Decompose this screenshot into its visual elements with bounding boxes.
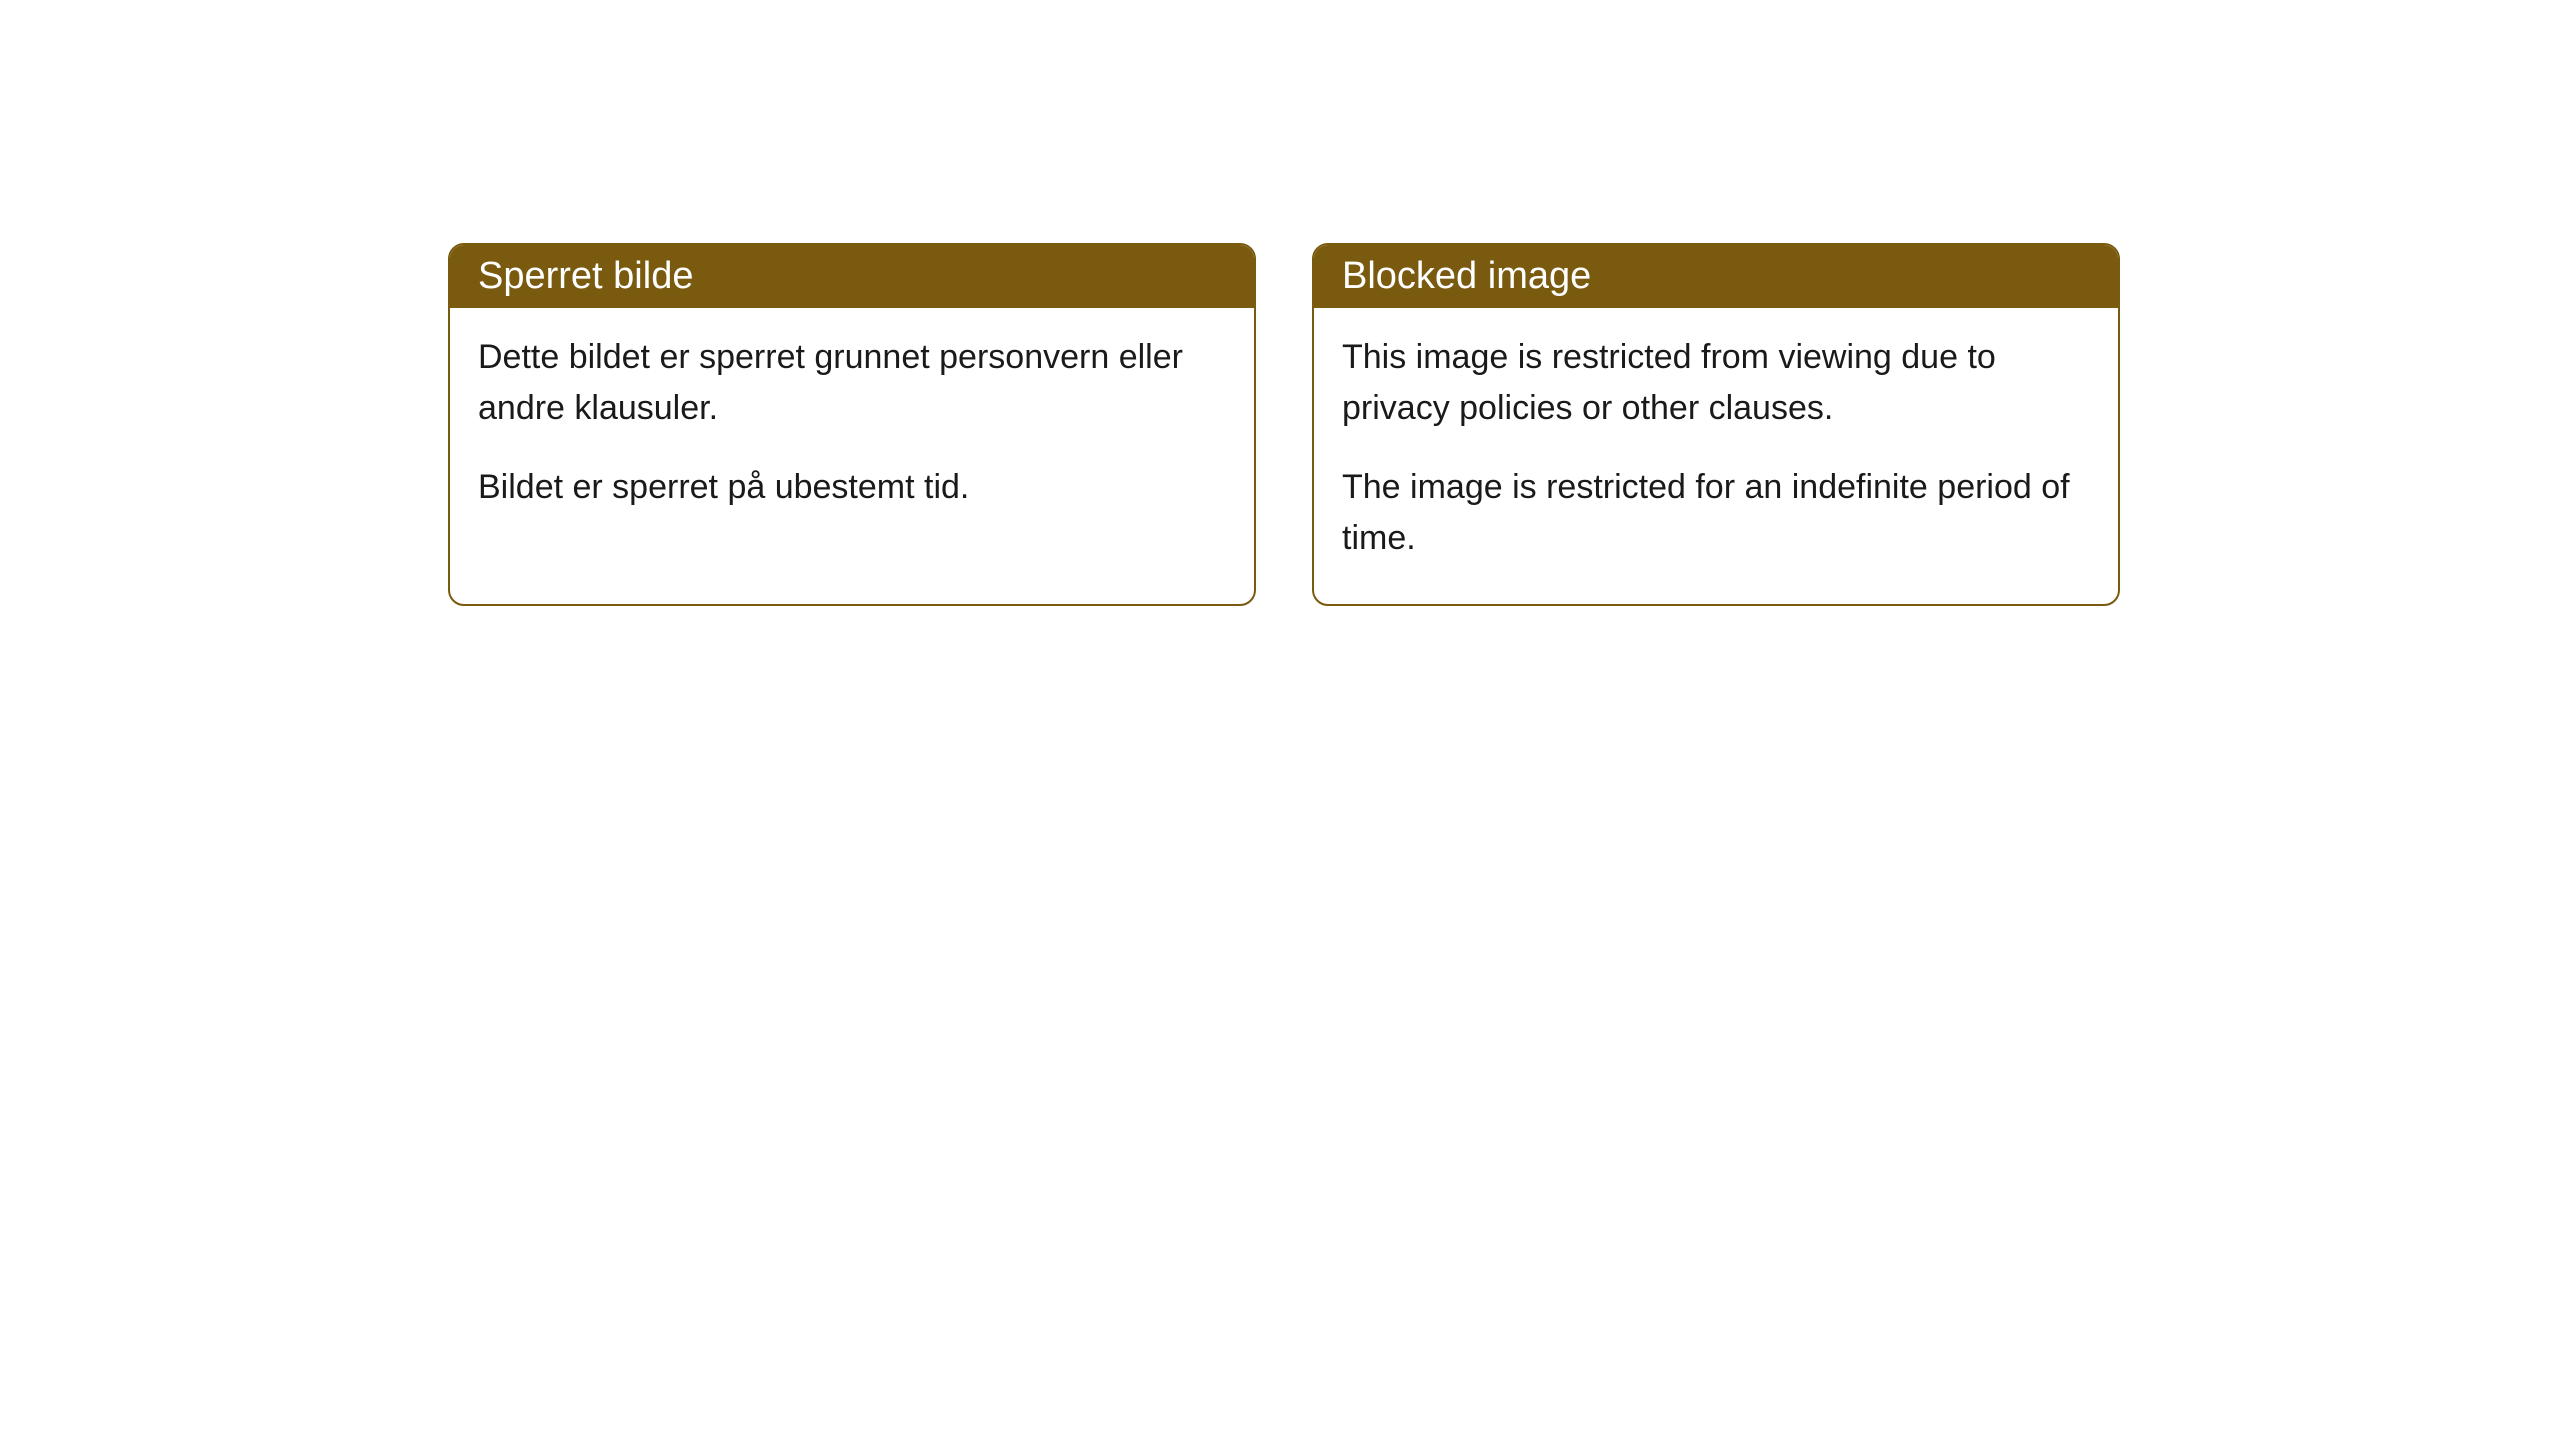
notice-header-english: Blocked image (1314, 245, 2118, 308)
notice-paragraph: Dette bildet er sperret grunnet personve… (478, 332, 1226, 434)
notice-paragraph: Bildet er sperret på ubestemt tid. (478, 462, 1226, 513)
notice-paragraph: This image is restricted from viewing du… (1342, 332, 2090, 434)
notice-paragraph: The image is restricted for an indefinit… (1342, 462, 2090, 564)
notice-body-norwegian: Dette bildet er sperret grunnet personve… (450, 308, 1254, 553)
notice-header-norwegian: Sperret bilde (450, 245, 1254, 308)
notice-cards-container: Sperret bilde Dette bildet er sperret gr… (448, 243, 2120, 606)
notice-card-english: Blocked image This image is restricted f… (1312, 243, 2120, 606)
notice-body-english: This image is restricted from viewing du… (1314, 308, 2118, 604)
notice-card-norwegian: Sperret bilde Dette bildet er sperret gr… (448, 243, 1256, 606)
notice-title: Blocked image (1342, 255, 1591, 297)
notice-title: Sperret bilde (478, 255, 693, 297)
